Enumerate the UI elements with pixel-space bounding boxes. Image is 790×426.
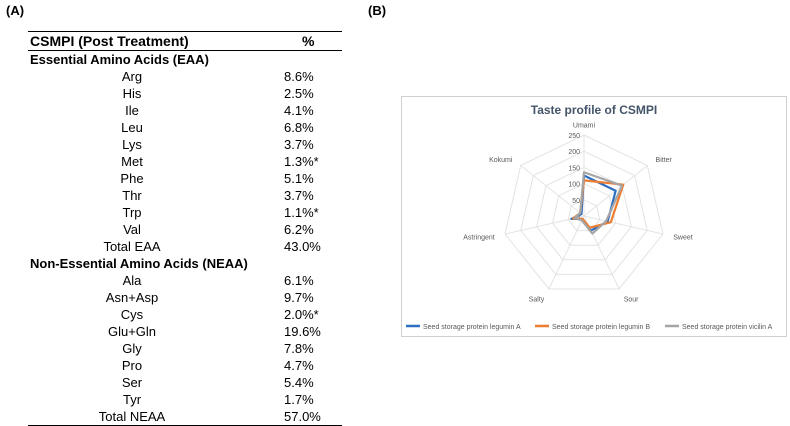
panel-b-label: (B) (368, 3, 387, 18)
table-row: Ser 5.4% (28, 374, 342, 391)
table-row: Asn+Asp 9.7% (28, 289, 342, 306)
taste-profile-chart: Taste profile of CSMPI 0 50 100 150 200 250 Uma… (401, 96, 787, 337)
total-value: 43.0% (284, 239, 321, 254)
amino-acid-name: Gly (122, 341, 142, 356)
panel-a-label: (A) (6, 3, 25, 18)
amino-acid-name: His (122, 86, 142, 101)
legend-label: Seed storage protein vicilin A (682, 324, 773, 331)
amino-acid-value: 6.2% (284, 222, 314, 237)
amino-acid-value: 7.8% (284, 341, 314, 356)
grid-ring (567, 199, 601, 232)
table-header-title: CSMPI (Post Treatment) (30, 33, 189, 49)
amino-acid-name: Tyr (122, 392, 142, 407)
table-row: Cys 2.0%* (28, 306, 342, 323)
axis-label: Salty (529, 296, 545, 303)
amino-acid-value: 9.7% (284, 290, 314, 305)
axis-label: Kokumi (489, 157, 513, 164)
amino-acid-name: Ser (121, 375, 143, 390)
total-row: Total EAA 43.0% (28, 238, 342, 255)
amino-acid-name: Ile (125, 103, 139, 118)
amino-acid-value: 1.3%* (284, 154, 319, 169)
table-header: CSMPI (Post Treatment) % (28, 31, 342, 51)
table-row: Glu+Gln 19.6% (28, 323, 342, 340)
grid-ring (504, 134, 664, 290)
axis-label: Astringent (463, 234, 495, 241)
amino-acid-name: Phe (120, 171, 144, 186)
total-row: Total NEAA 57.0% (28, 408, 342, 426)
amino-acid-name: Ala (122, 273, 142, 288)
table-row: Met 1.3%* (28, 153, 342, 170)
table-row: Val 6.2% (28, 221, 342, 238)
grid-spoke (548, 215, 585, 290)
total-name: Total EAA (103, 239, 161, 254)
table-row: Phe 5.1% (28, 170, 342, 187)
table-row: Pro 4.7% (28, 357, 342, 374)
amino-acid-value: 19.6% (284, 324, 321, 339)
amino-acid-name: Pro (121, 358, 143, 373)
amino-acid-name: Asn+Asp (105, 290, 159, 305)
radial-tick-label: 50 (572, 198, 580, 205)
total-value: 57.0% (284, 409, 321, 424)
amino-acid-name: Arg (121, 69, 143, 84)
radar-chart-svg: Taste profile of CSMPI 0 50 100 150 200 250 Uma… (406, 103, 773, 331)
table-row: Ala 6.1% (28, 272, 342, 289)
amino-acid-name: Glu+Gln (107, 324, 157, 339)
amino-acid-value: 5.1% (284, 171, 314, 186)
radial-tick-label: 0 (576, 214, 580, 221)
axis-label: Sweet (673, 234, 693, 241)
radial-tick-label: 200 (568, 149, 580, 156)
grid-ring (520, 150, 648, 275)
table-header-unit: % (302, 33, 315, 49)
amino-acid-table: CSMPI (Post Treatment) % Essential Amino… (28, 31, 342, 426)
amino-acid-value: 1.1%* (284, 205, 319, 220)
total-name: Total NEAA (98, 409, 166, 424)
radial-tick-label: 250 (568, 133, 580, 140)
chart-title: Taste profile of CSMPI (531, 103, 657, 117)
amino-acid-name: Trp (122, 205, 142, 220)
table-row: Tyr 1.7% (28, 391, 342, 408)
section-title: Non-Essential Amino Acids (NEAA) (30, 256, 248, 271)
amino-acid-value: 5.4% (284, 375, 314, 390)
amino-acid-value: 1.7% (284, 392, 314, 407)
grid-ring (536, 166, 632, 261)
amino-acid-value: 6.1% (284, 273, 314, 288)
grid-spoke (520, 165, 585, 217)
grid-spoke (583, 215, 664, 235)
legend-label: Seed storage protein legumin A (423, 324, 521, 331)
amino-acid-value: 2.0%* (284, 307, 319, 322)
table-row: Trp 1.1%* (28, 204, 342, 221)
amino-acid-name: Cys (120, 307, 144, 322)
axis-label: Umami (573, 122, 596, 129)
grid-ring (551, 183, 617, 246)
radial-tick-label: 100 (568, 182, 580, 189)
legend-label: Seed storage protein legumin B (552, 324, 650, 331)
table-row: Gly 7.8% (28, 340, 342, 357)
amino-acid-value: 3.7% (284, 188, 314, 203)
amino-acid-value: 2.5% (284, 86, 314, 101)
axis-label: Bitter (656, 157, 673, 164)
table-row: Lys 3.7% (28, 136, 342, 153)
table-row: Thr 3.7% (28, 187, 342, 204)
amino-acid-name: Leu (121, 120, 143, 135)
series-line (573, 171, 624, 235)
table-row: His 2.5% (28, 85, 342, 102)
section-title: Essential Amino Acids (EAA) (30, 52, 209, 67)
amino-acid-value: 8.6% (284, 69, 314, 84)
axis-label: Sour (624, 296, 639, 303)
amino-acid-value: 4.1% (284, 103, 314, 118)
amino-acid-name: Met (121, 154, 143, 169)
amino-acid-name: Thr (122, 188, 142, 203)
amino-acid-name: Lys (122, 137, 142, 152)
radial-tick-label: 150 (568, 165, 580, 172)
table-row: Leu 6.8% (28, 119, 342, 136)
amino-acid-value: 4.7% (284, 358, 314, 373)
table-row: Arg 8.6% (28, 68, 342, 85)
amino-acid-name: Val (123, 222, 141, 237)
amino-acid-value: 6.8% (284, 120, 314, 135)
amino-acid-value: 3.7% (284, 137, 314, 152)
table-row: Ile 4.1% (28, 102, 342, 119)
